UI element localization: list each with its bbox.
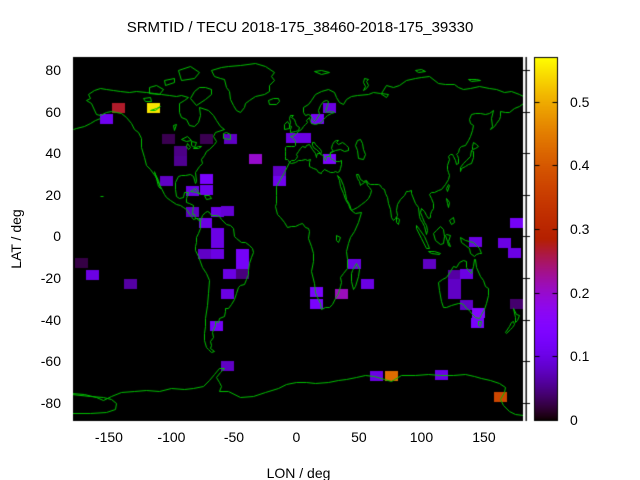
y-tick-label: 40 — [45, 145, 61, 162]
x-tick-label: -100 — [157, 429, 186, 445]
x-tick-label: 100 — [409, 429, 434, 445]
y-tick-label: 0 — [53, 228, 61, 245]
colorbar-tick-label: 0.5 — [570, 93, 590, 110]
y-tick-label: -80 — [40, 394, 61, 411]
colorbar-tick-label: 0.1 — [570, 348, 590, 365]
y-tick-label: -60 — [40, 353, 61, 370]
y-tick-label: -40 — [40, 311, 61, 328]
x-tick-label: -150 — [94, 429, 123, 445]
colorbar-tick-label: 0.2 — [570, 284, 590, 301]
x-tick-label: 150 — [472, 429, 496, 445]
chart-title: SRMTID / TECU 2018-175_38460-2018-175_39… — [126, 19, 474, 36]
x-tick-label: -50 — [223, 429, 245, 445]
x-tick-label: 0 — [292, 429, 301, 445]
y-tick-label: 20 — [45, 186, 61, 203]
y-tick-label: -20 — [40, 270, 61, 286]
x-tick-label: 50 — [351, 429, 367, 445]
y-tick-label: 60 — [45, 103, 61, 120]
colorbar-tick-label: 0.3 — [570, 220, 590, 237]
colorbar-tick-label: 0.4 — [570, 157, 590, 174]
x-axis-label: LON / deg — [266, 465, 331, 480]
y-tick-label: 80 — [45, 62, 61, 78]
colorbar-tick-label: 0 — [570, 412, 578, 428]
